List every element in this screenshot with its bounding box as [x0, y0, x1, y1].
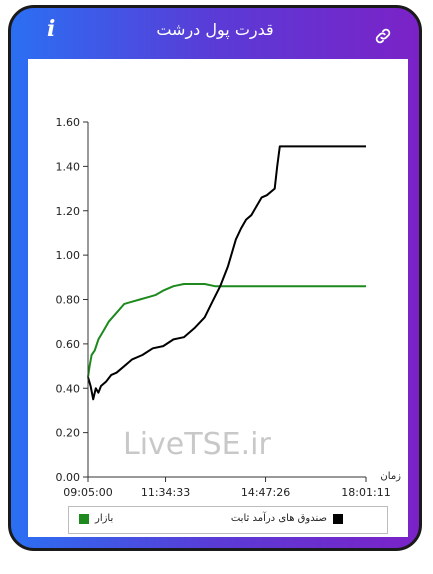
chart-panel: 0.00 0.20 0.40 0.60 0.80 1.00 1.20 1.40 1.60 09:… [28, 59, 408, 537]
y-tick-label: 1.20 [56, 205, 81, 218]
x-tick-label: 14:47:26 [241, 486, 290, 499]
legend-label-fixed-income: صندوق های درآمد ثابت [230, 513, 327, 524]
x-tick-label: 18:01:11 [341, 486, 390, 499]
y-tick-label: 0.40 [56, 382, 81, 395]
y-tick-label: 0.60 [56, 338, 81, 351]
series-line-market [87, 283, 366, 378]
legend-label-market: بازار [95, 513, 114, 524]
line-chart: 0.00 0.20 0.40 0.60 0.80 1.00 1.20 1.40 1.60 09:… [56, 116, 402, 499]
x-tick-label: 11:34:33 [141, 486, 190, 499]
link-icon[interactable] [373, 26, 393, 46]
y-tick-label: 0.80 [56, 294, 81, 307]
app-frame: i قدرت پول درشت 0.00 0.20 0.40 0.60 0.80 1.00… [8, 5, 422, 551]
y-tick-label: 0.00 [56, 471, 81, 484]
x-axis-title: زمان [380, 471, 401, 482]
y-tick-label: 0.20 [56, 427, 81, 440]
y-tick-label: 1.00 [56, 249, 81, 262]
header-bar: i قدرت پول درشت [11, 8, 419, 60]
legend-item-market[interactable]: بازار [79, 513, 113, 524]
legend-swatch-black [333, 513, 343, 524]
y-tick-label: 1.40 [56, 160, 81, 173]
legend-item-fixed-income[interactable]: صندوق های درآمد ثابت [231, 513, 343, 524]
y-tick-label: 1.60 [56, 116, 81, 129]
legend-swatch-green [79, 513, 89, 524]
page-title: قدرت پول درشت [156, 20, 274, 39]
x-tick-label: 09:05:00 [63, 486, 112, 499]
chart-legend: صندوق های درآمد ثابت بازار [68, 506, 388, 534]
watermark-text: LiveTSE.ir [123, 427, 271, 462]
info-icon[interactable]: i [47, 16, 56, 42]
series-line-fixed-income [87, 145, 366, 401]
